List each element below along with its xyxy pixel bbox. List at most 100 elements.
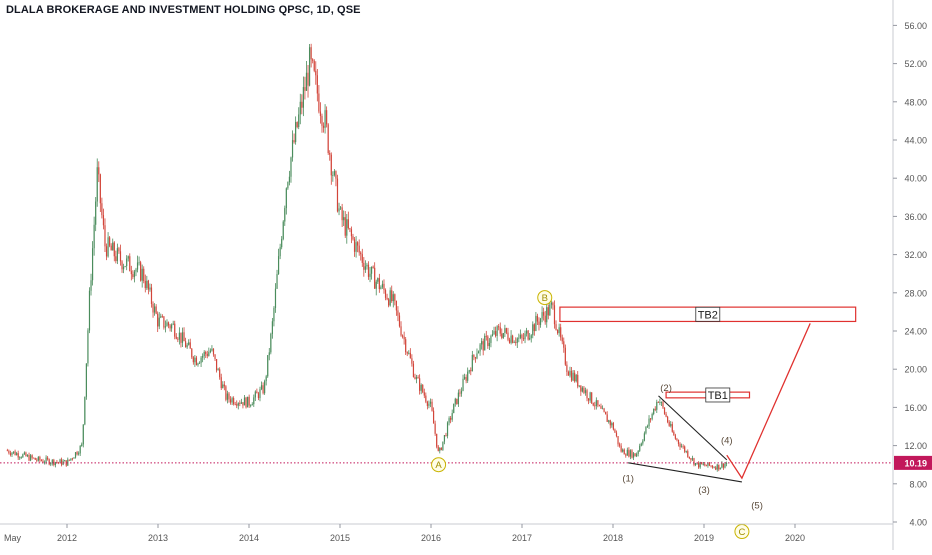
candle-body: [532, 324, 534, 336]
candle-body: [332, 175, 334, 176]
candle-body: [166, 322, 168, 327]
price-tick-label: 40.00: [904, 174, 927, 184]
candle-body: [618, 444, 621, 446]
candle-body: [122, 266, 125, 270]
candle-body: [448, 418, 450, 423]
candle-body: [408, 352, 410, 354]
candle-body: [284, 208, 286, 222]
candle-body: [432, 410, 435, 424]
candle-body: [68, 459, 70, 461]
candle-body: [398, 315, 401, 327]
wave-label: (1): [622, 474, 634, 485]
candle-body: [291, 140, 294, 158]
candle-body: [262, 385, 264, 394]
candle-body: [513, 342, 515, 343]
candle-body: [353, 239, 356, 252]
candle-body: [685, 451, 687, 452]
candle-body: [690, 458, 692, 460]
candle-body: [484, 335, 486, 351]
candle-body: [315, 70, 317, 76]
candle-body: [271, 321, 273, 334]
candle-body: [12, 451, 15, 453]
candle-body: [592, 403, 594, 406]
candle-body: [725, 463, 728, 464]
candle-body: [409, 352, 411, 359]
target-zone-label: TB2: [698, 309, 718, 321]
candle-body: [169, 325, 171, 329]
candle-body: [257, 393, 260, 399]
candle-body: [594, 405, 596, 407]
candle-body: [643, 433, 645, 441]
candle-body: [611, 423, 613, 426]
candle-body: [564, 347, 566, 365]
candle-body: [591, 392, 593, 404]
candle-body: [282, 221, 284, 240]
candle-body: [468, 370, 470, 372]
candle-body: [623, 449, 625, 455]
candle-body: [90, 280, 92, 291]
candle-body: [375, 281, 377, 289]
candle-body: [330, 154, 332, 176]
candle-body: [87, 330, 89, 364]
price-axis: 4.00 8.00 12.00 16.00 20.00 24.00 28.00 32.00 36…: [892, 0, 927, 550]
candle-body: [22, 454, 24, 458]
candle-body: [555, 324, 557, 330]
candle-body: [684, 446, 686, 452]
candle-body: [250, 405, 252, 407]
candle-body: [245, 397, 247, 408]
candle-body: [543, 312, 545, 316]
candle-body: [341, 207, 343, 221]
candle-body: [336, 178, 339, 212]
candle-body: [349, 228, 351, 230]
candle-body: [462, 378, 464, 391]
candle-body: [295, 122, 297, 143]
candle-body: [369, 273, 371, 277]
candle-body: [118, 248, 120, 252]
candle-body: [93, 224, 95, 249]
candle-body: [474, 357, 477, 359]
candle-body: [188, 342, 190, 345]
candle-body: [177, 338, 179, 340]
candle-body: [109, 237, 111, 246]
candle-body: [414, 376, 416, 380]
candle-body: [530, 335, 532, 339]
candle-body: [629, 450, 632, 457]
candle-body: [454, 398, 456, 404]
candle-body: [693, 458, 695, 465]
candle-body: [357, 242, 359, 246]
candle-body: [707, 462, 709, 466]
candle-body: [711, 465, 714, 468]
candle-body: [476, 353, 478, 359]
candle-body: [439, 447, 441, 451]
candle-body: [229, 399, 232, 403]
candle-body: [344, 217, 346, 236]
candle-body: [14, 451, 16, 456]
candle-body: [158, 317, 160, 327]
candle-body: [251, 404, 253, 406]
candle-body: [715, 467, 717, 470]
price-tick-label: 44.00: [904, 136, 927, 146]
candle-body: [200, 357, 202, 363]
candle-body: [625, 454, 627, 456]
candle-body: [518, 337, 520, 339]
candle-body: [600, 406, 602, 409]
candle-body: [186, 344, 188, 348]
candle-body: [265, 376, 267, 382]
price-tick-label: 32.00: [904, 250, 927, 260]
candle-body: [499, 327, 501, 334]
candle-body: [420, 384, 422, 391]
candle-body: [243, 397, 246, 406]
candle-body: [463, 377, 466, 379]
candle-body: [231, 398, 233, 403]
candle-body: [16, 453, 18, 456]
candle-body: [203, 351, 205, 356]
candle-body: [279, 247, 281, 257]
candle-body: [45, 457, 47, 463]
price-tick-label: 16.00: [904, 403, 927, 413]
candle-body: [307, 72, 309, 86]
candle-body: [608, 420, 610, 422]
candle-body: [115, 256, 117, 262]
candle-body: [48, 459, 50, 465]
